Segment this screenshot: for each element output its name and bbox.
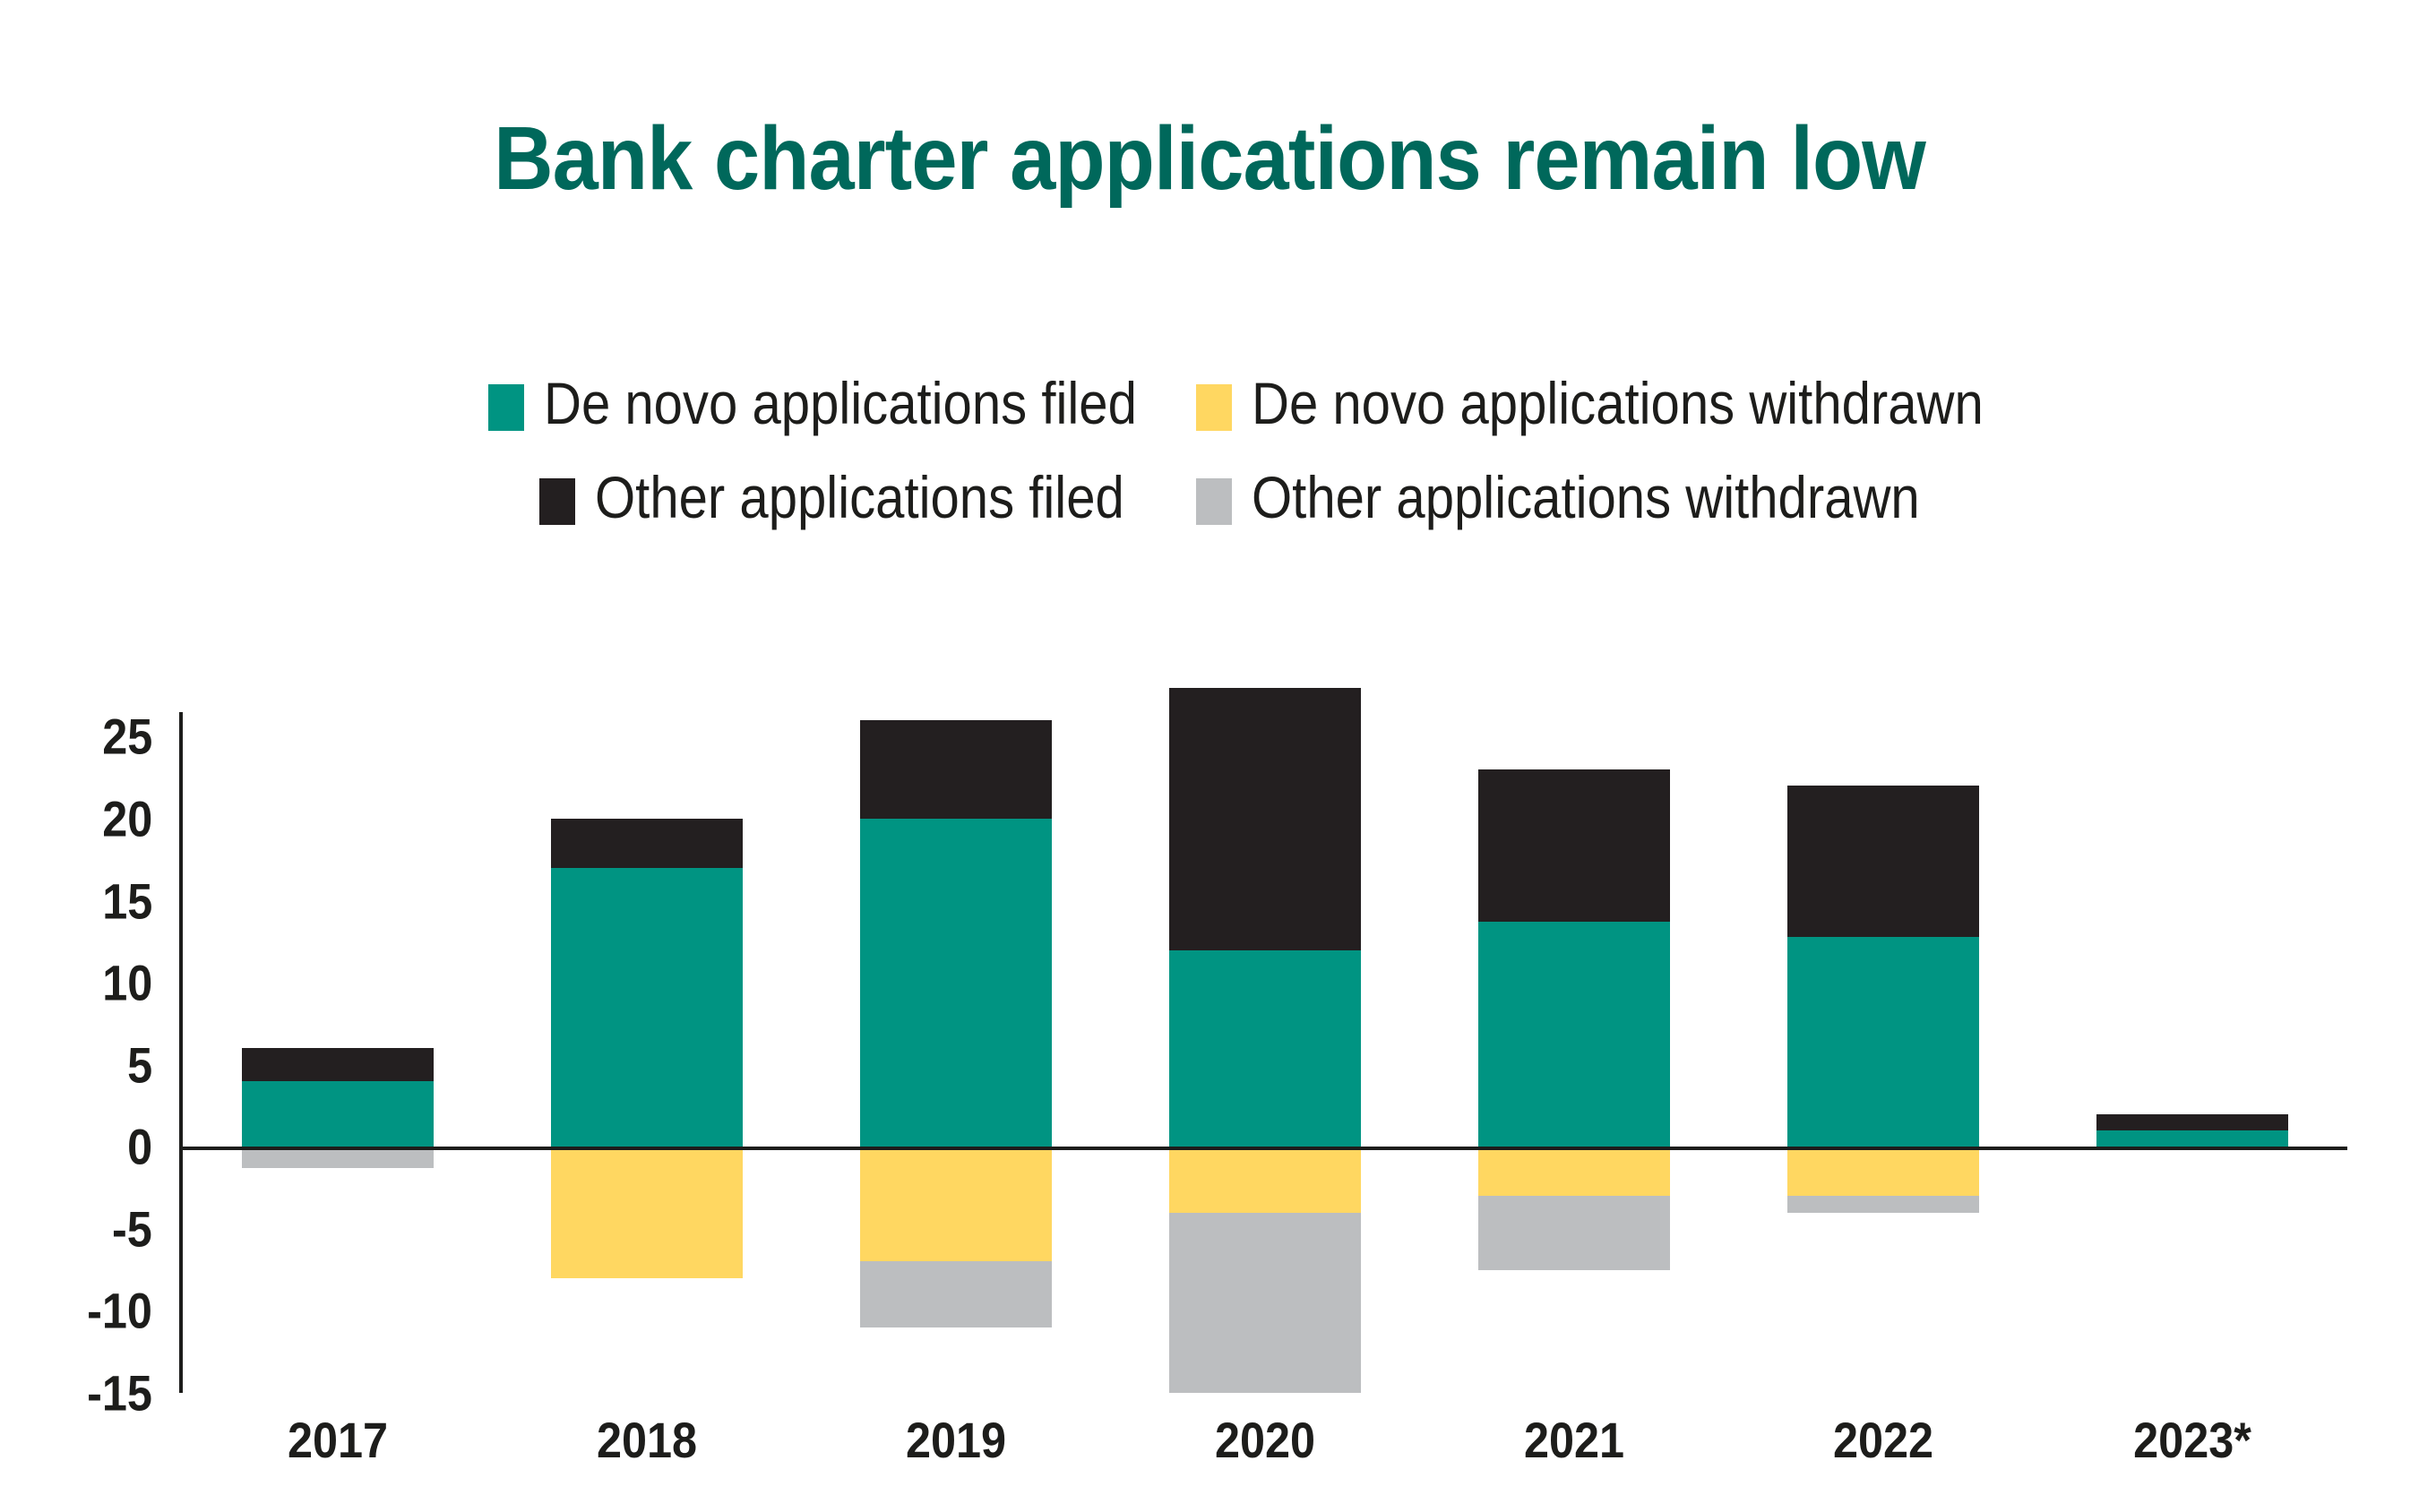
y-tick-neg10: -10 [87, 1282, 152, 1339]
bar-segment [241, 1081, 434, 1147]
legend-label-de-novo-filed: De novo applications filed [544, 370, 1137, 436]
y-axis-line [179, 712, 183, 1393]
bar-segment [1787, 936, 1980, 1147]
y-tick-neg15: -15 [87, 1364, 152, 1422]
bar-segment [1169, 1147, 1361, 1213]
x-tick-2018: 2018 [596, 1412, 697, 1468]
y-tick-25: 25 [101, 708, 152, 765]
x-axis-tick-labels: 2017 2018 2019 2020 2021 2022 2023* [183, 1411, 2347, 1473]
y-tick-15: 15 [101, 872, 152, 930]
legend-item-de-novo-filed: De novo applications filed [488, 372, 1196, 434]
bar-segment [1787, 1147, 1980, 1197]
bar-group-2023est [2096, 712, 2289, 1393]
bar-group-2020 [1169, 687, 1361, 1393]
bar-group-2022 [1787, 712, 1980, 1393]
bar-group-2018 [550, 712, 743, 1393]
plot-area: 25 20 15 10 5 0 -5 -10 -15 [87, 687, 2347, 1422]
bar-segment [550, 867, 743, 1147]
bar-group-2021 [1478, 712, 1671, 1393]
x-tick-2019: 2019 [905, 1412, 1006, 1468]
legend-item-de-novo-withdrawn: De novo applications withdrawn [1196, 372, 2101, 434]
bar-segment [1478, 1147, 1671, 1197]
bar-segment [859, 720, 1052, 820]
y-tick-0: 0 [126, 1118, 152, 1175]
legend-swatch-de-novo-filed [488, 384, 524, 431]
x-tick-2023est: 2023* [2133, 1412, 2252, 1468]
legend-label-de-novo-withdrawn: De novo applications withdrawn [1252, 370, 1984, 436]
y-tick-10: 10 [101, 954, 152, 1011]
bar-segment [550, 1147, 743, 1278]
bar-segment [859, 1261, 1052, 1327]
bar-segment [859, 819, 1052, 1147]
bar-series-container [183, 687, 2347, 1393]
legend-item-other-filed: Other applications filed [538, 464, 1196, 530]
page-title: Bank charter applications remain low [494, 108, 1926, 209]
bar-group-2019 [859, 712, 1052, 1393]
bar-segment [2096, 1113, 2289, 1130]
y-tick-neg5: -5 [112, 1200, 152, 1258]
bar-segment [1478, 769, 1671, 923]
legend-label-other-filed: Other applications filed [594, 464, 1124, 530]
y-tick-20: 20 [101, 790, 152, 847]
legend-item-other-withdrawn: Other applications withdrawn [1196, 466, 2101, 528]
bar-group-2017 [241, 712, 434, 1393]
x-tick-2017: 2017 [287, 1412, 388, 1468]
chart-legend: De novo applications filed De novo appli… [488, 372, 2101, 560]
bar-segment [1169, 1212, 1361, 1393]
bar-segment [241, 1048, 434, 1082]
bar-segment [2096, 1130, 2289, 1147]
bar-segment [859, 1147, 1052, 1262]
y-tick-5: 5 [126, 1036, 152, 1094]
bar-segment [1787, 1196, 1980, 1213]
legend-swatch-other-withdrawn [1196, 478, 1232, 525]
bar-segment [1169, 949, 1361, 1147]
bar-segment [1787, 786, 1980, 937]
legend-swatch-other-filed [538, 478, 575, 525]
legend-swatch-de-novo-withdrawn [1196, 384, 1232, 431]
zero-baseline [179, 1147, 2347, 1151]
bar-segment [241, 1147, 434, 1169]
x-tick-2022: 2022 [1833, 1412, 1934, 1468]
bar-segment [1169, 687, 1361, 950]
bar-segment [1478, 1196, 1671, 1270]
x-tick-2021: 2021 [1524, 1412, 1625, 1468]
x-tick-2020: 2020 [1214, 1412, 1316, 1468]
bar-segment [550, 819, 743, 868]
bar-segment [1478, 922, 1671, 1147]
legend-label-other-withdrawn: Other applications withdrawn [1252, 464, 1920, 530]
